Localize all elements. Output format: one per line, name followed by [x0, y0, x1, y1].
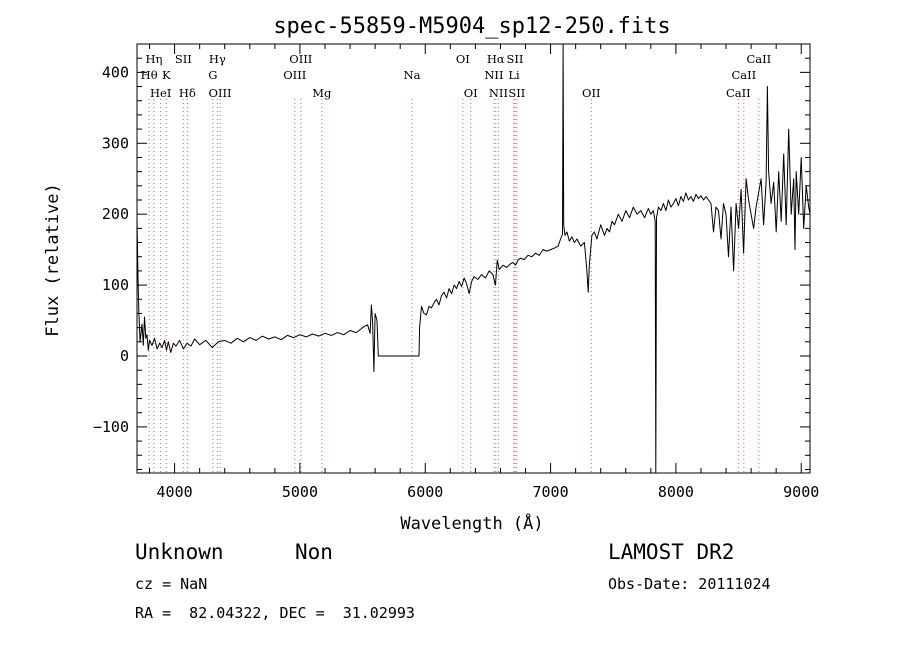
marker-label-15: Hα [487, 52, 505, 66]
marker-label-22: CaII [746, 52, 771, 66]
coordinates-label: RA = 82.04322, DEC = 31.02993 [135, 604, 415, 622]
chart-title: spec-55859-M5904_sp12-250.fits [273, 14, 670, 39]
marker-label-18: Li [508, 68, 520, 82]
survey-label: LAMOST DR2 [608, 540, 735, 564]
marker-label-10: OIII [283, 68, 306, 82]
y-tick-label-100: 100 [102, 276, 129, 294]
x-tick-label-9000: 9000 [783, 483, 819, 501]
marker-label-7: G [208, 68, 217, 82]
y-axis-label: Flux (relative) [43, 183, 63, 337]
x-tick-label-8000: 8000 [658, 483, 694, 501]
x-tick-label-7000: 7000 [533, 483, 569, 501]
marker-label-4: K [162, 68, 171, 82]
y-tick-label--100: −100 [93, 418, 129, 436]
x-tick-label-4000: 4000 [157, 483, 193, 501]
x-tick-label-5000: 5000 [282, 483, 318, 501]
x-axis-label: Wavelength (Å) [400, 512, 543, 534]
marker-label-19: NII [489, 86, 508, 100]
marker-label-12: Na [404, 68, 421, 82]
marker-label-8: OIII [209, 86, 232, 100]
marker-label-21: OII [582, 86, 601, 100]
marker-label-5: Hδ [179, 86, 196, 100]
marker-label-3: SII [175, 52, 192, 66]
y-tick-label-300: 300 [102, 134, 129, 152]
redshift-label: cz = NaN [135, 575, 208, 593]
marker-label-20: SII [508, 86, 525, 100]
marker-label-1: Hθ [141, 68, 158, 82]
marker-label-0: Hη [145, 52, 162, 66]
obs-date-label: Obs-Date: 20111024 [608, 575, 771, 593]
y-tick-label-0: 0 [120, 347, 129, 365]
plot-frame [136, 43, 811, 474]
spectrum-series [136, 43, 811, 474]
class-label: Unknown [135, 540, 224, 564]
marker-label-9: OIII [289, 52, 312, 66]
marker-label-11: Mg [312, 86, 332, 100]
marker-label-23: CaII [731, 68, 756, 82]
marker-label-17: NII [484, 68, 503, 82]
subclass-label: Non [295, 540, 333, 564]
marker-label-13: OI [456, 52, 470, 66]
y-tick-label-400: 400 [102, 63, 129, 81]
x-tick-label-6000: 6000 [407, 483, 443, 501]
marker-label-2: HeI [150, 86, 171, 100]
marker-label-14: OI [464, 86, 478, 100]
x-axis: 4000 5000 6000 7000 8000 9000 [149, 44, 819, 501]
marker-label-16: SII [506, 52, 523, 66]
y-axis: −100 0 100 200 300 400 [93, 43, 810, 470]
y-tick-label-200: 200 [102, 205, 129, 223]
marker-label-24: CaII [726, 86, 751, 100]
series-line-0 [136, 43, 811, 474]
marker-label-6: Hγ [209, 52, 226, 66]
